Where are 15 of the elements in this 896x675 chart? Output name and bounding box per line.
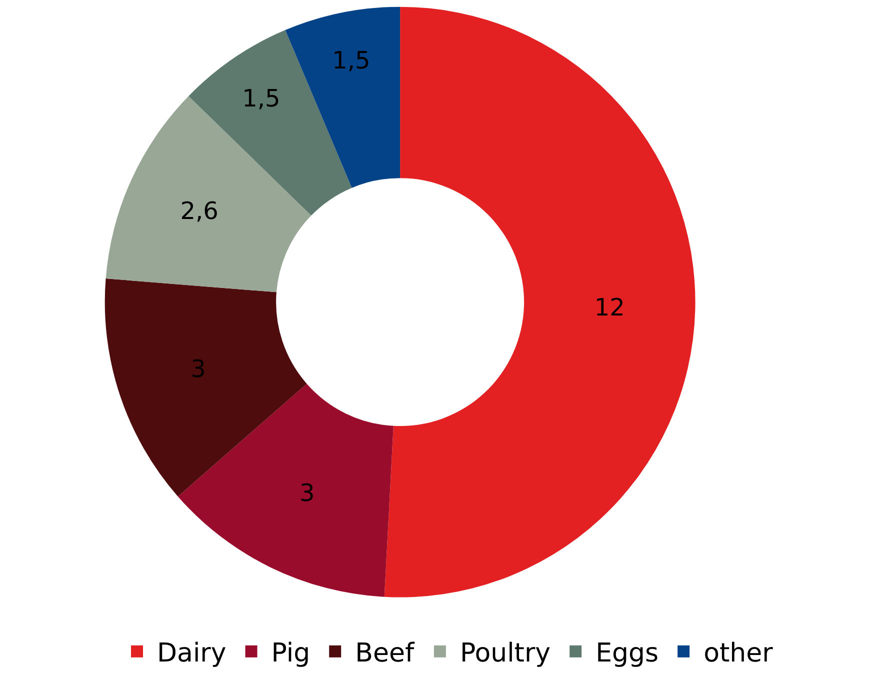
legend-label: Eggs: [596, 638, 659, 669]
data-label: 1,5: [332, 46, 370, 75]
data-label: 1,5: [242, 84, 280, 113]
donut-slice: [178, 384, 394, 597]
data-label: 3: [299, 479, 315, 508]
legend-label: Beef: [355, 638, 415, 669]
legend-label: Pig: [271, 638, 310, 669]
legend-label: Poultry: [460, 638, 551, 669]
legend-label: Dairy: [157, 638, 226, 669]
data-label: 2,6: [180, 196, 218, 225]
data-label: 12: [594, 294, 625, 322]
donut-slice: [285, 6, 400, 188]
donut-slice: [384, 6, 696, 597]
data-label: 3: [190, 354, 206, 383]
legend-label: other: [704, 638, 774, 669]
